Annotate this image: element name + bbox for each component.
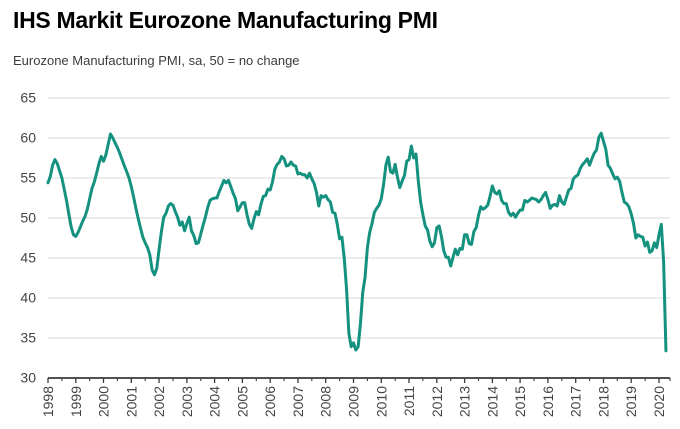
- x-axis-label: 2014: [484, 386, 500, 417]
- x-axis-label: 1999: [68, 386, 84, 417]
- x-axis-label: 2019: [623, 386, 639, 417]
- x-axis-label: 2010: [373, 386, 389, 417]
- y-axis-label: 65: [20, 90, 36, 106]
- x-axis-label: 2004: [207, 386, 223, 417]
- x-axis-label: 2012: [429, 386, 445, 417]
- x-axis-label: 2018: [596, 386, 612, 417]
- x-axis-label: 2020: [651, 386, 667, 417]
- x-axis-label: 2001: [123, 386, 139, 417]
- y-axis-label: 35: [20, 330, 36, 346]
- x-axis-label: 1998: [40, 386, 56, 417]
- x-axis-label: 2005: [234, 386, 250, 417]
- x-axis-label: 2016: [540, 386, 556, 417]
- x-axis-label: 2015: [512, 386, 528, 417]
- y-axis-label: 40: [20, 290, 36, 306]
- pmi-series-line: [46, 131, 668, 353]
- x-axis-label: 2003: [179, 386, 195, 417]
- chart-subtitle: Eurozone Manufacturing PMI, sa, 50 = no …: [13, 53, 300, 68]
- x-axis-label: 2013: [457, 386, 473, 417]
- x-axis-label: 2002: [151, 386, 167, 417]
- x-axis-label: 2011: [401, 386, 417, 416]
- x-axis-label: 2017: [568, 386, 584, 417]
- y-axis-label: 60: [20, 130, 36, 146]
- y-axis-label: 30: [20, 370, 36, 386]
- x-axis-label: 2007: [290, 386, 306, 417]
- x-axis-label: 2000: [96, 386, 112, 417]
- x-axis-label: 2006: [262, 386, 278, 417]
- y-axis-label: 50: [20, 210, 36, 226]
- x-axis-label: 2008: [318, 386, 334, 417]
- y-axis-label: 55: [20, 170, 36, 186]
- chart-title: IHS Markit Eurozone Manufacturing PMI: [13, 7, 438, 33]
- y-axis-label: 45: [20, 250, 36, 266]
- x-axis-label: 2009: [346, 386, 362, 417]
